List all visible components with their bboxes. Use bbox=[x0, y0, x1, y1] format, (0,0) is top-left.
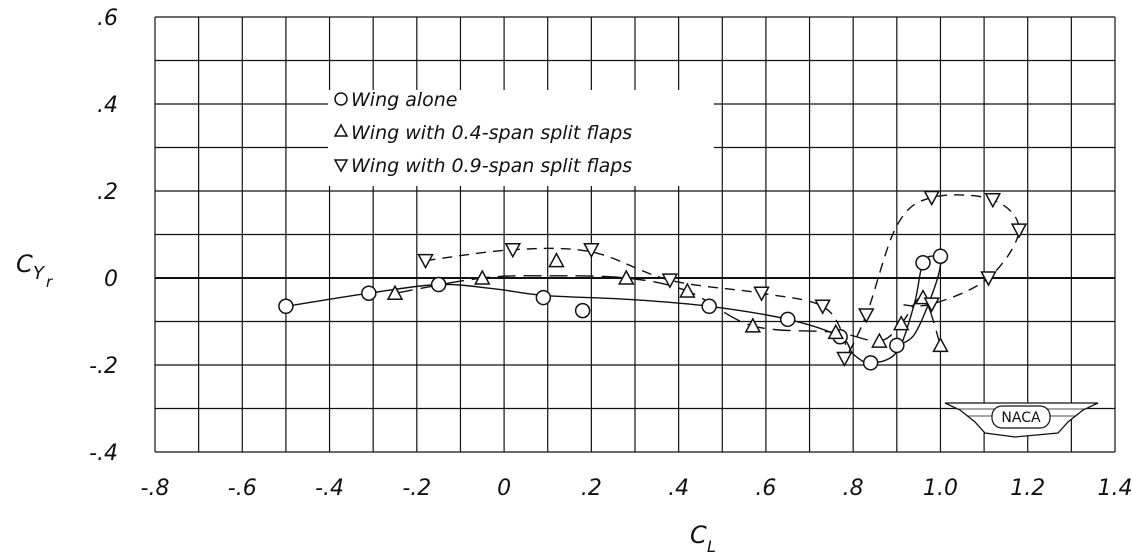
x-tick-label: -.6 bbox=[228, 476, 257, 501]
naca-logo: NACA bbox=[944, 402, 1099, 438]
x-tick-label: 1.2 bbox=[1010, 476, 1045, 501]
x-tick-label: .8 bbox=[843, 476, 864, 501]
x-tick-label: 1.0 bbox=[923, 476, 958, 501]
marker-circle bbox=[361, 285, 377, 301]
legend-triangle-up-marker bbox=[333, 123, 349, 137]
grid bbox=[154, 16, 1116, 453]
marker-triangle-up bbox=[679, 282, 696, 298]
marker-circle bbox=[932, 248, 949, 264]
marker-triangle-down bbox=[814, 299, 831, 315]
marker-circle bbox=[889, 337, 905, 354]
marker-triangle-down bbox=[1010, 223, 1028, 239]
y-tick-label: -.4 bbox=[89, 441, 118, 466]
marker-triangle-up bbox=[892, 315, 910, 331]
marker-triangle-down bbox=[753, 286, 770, 302]
x-tick-label: .4 bbox=[668, 476, 689, 501]
legend-triangle-down-marker bbox=[333, 159, 349, 173]
y-axis-label-main: C bbox=[16, 250, 33, 278]
marker-triangle-up bbox=[386, 284, 404, 300]
y-tick-label: .4 bbox=[97, 93, 118, 118]
x-tick-label: .2 bbox=[581, 476, 602, 501]
y-tick-labels: .6 .4 .2 0 -.2 -.4 bbox=[89, 6, 118, 466]
legend: Wing alone Wing with 0.4-span split flap… bbox=[328, 89, 714, 186]
x-tick-label: -.4 bbox=[315, 476, 344, 501]
x-tick-label: 0 bbox=[497, 476, 511, 501]
legend-entry-wing-alone: Wing alone bbox=[351, 89, 458, 111]
x-axis-label-sub: L bbox=[707, 537, 716, 556]
x-axis-label: C L bbox=[690, 521, 716, 556]
marker-triangle-down bbox=[504, 242, 522, 259]
x-axis-label-main: C bbox=[690, 521, 707, 549]
x-tick-label: 1.4 bbox=[1098, 476, 1132, 501]
marker-circle bbox=[701, 298, 717, 315]
marker-triangle-down bbox=[661, 273, 679, 289]
marker-circle bbox=[915, 255, 931, 271]
y-tick-label: -.2 bbox=[89, 354, 118, 379]
series-curve-2 bbox=[394, 275, 942, 346]
marker-triangle-down bbox=[417, 253, 434, 270]
y-tick-label: 0 bbox=[104, 267, 118, 292]
marker-triangle-down bbox=[984, 192, 1002, 209]
y-tick-label: .6 bbox=[97, 6, 118, 31]
marker-triangle-down bbox=[858, 308, 875, 324]
marker-circle bbox=[779, 311, 796, 328]
marker-circle bbox=[574, 302, 591, 319]
marker-triangle-down bbox=[836, 351, 853, 368]
marker-triangle-down bbox=[923, 190, 940, 207]
marker-circle bbox=[535, 289, 552, 306]
marker-circle bbox=[862, 355, 879, 371]
y-axis-label-sub: Y bbox=[33, 263, 46, 284]
marker-triangle-up bbox=[871, 332, 888, 348]
marker-triangle-up bbox=[474, 269, 491, 285]
marker-circle bbox=[278, 298, 294, 315]
x-tick-label: -.8 bbox=[141, 476, 170, 501]
marker-triangle-up bbox=[548, 252, 565, 268]
series-curves bbox=[285, 194, 1020, 364]
marker-circle bbox=[430, 276, 447, 293]
marker-triangle-up bbox=[744, 317, 762, 333]
x-tick-labels: -.8 -.6 -.4 -.2 0 .2 .4 .6 .8 1.0 1.2 1.4 bbox=[141, 476, 1132, 501]
x-tick-label: .6 bbox=[755, 476, 776, 501]
legend-entry-09-span-flaps: Wing with 0.9-span split flaps bbox=[351, 155, 632, 177]
marker-triangle-down bbox=[923, 297, 940, 313]
x-tick-label: -.2 bbox=[402, 476, 431, 501]
legend-background bbox=[328, 90, 714, 186]
series-markers bbox=[278, 190, 1028, 371]
y-axis-label-subsub: r bbox=[46, 273, 53, 291]
naca-logo-text: NACA bbox=[1001, 410, 1041, 426]
series-curve-1 bbox=[285, 255, 942, 364]
marker-triangle-up bbox=[827, 323, 844, 340]
marker-triangle-down bbox=[583, 242, 600, 259]
marker-triangle-up bbox=[932, 336, 949, 353]
naca-badge bbox=[991, 405, 1051, 429]
legend-circle-marker bbox=[334, 92, 348, 106]
y-axis-label: C Y r bbox=[16, 250, 53, 291]
marker-triangle-up bbox=[618, 269, 635, 285]
legend-entry-04-span-flaps: Wing with 0.4-span split flaps bbox=[351, 122, 632, 144]
marker-triangle-down bbox=[980, 271, 997, 287]
y-tick-label: .2 bbox=[97, 180, 118, 205]
